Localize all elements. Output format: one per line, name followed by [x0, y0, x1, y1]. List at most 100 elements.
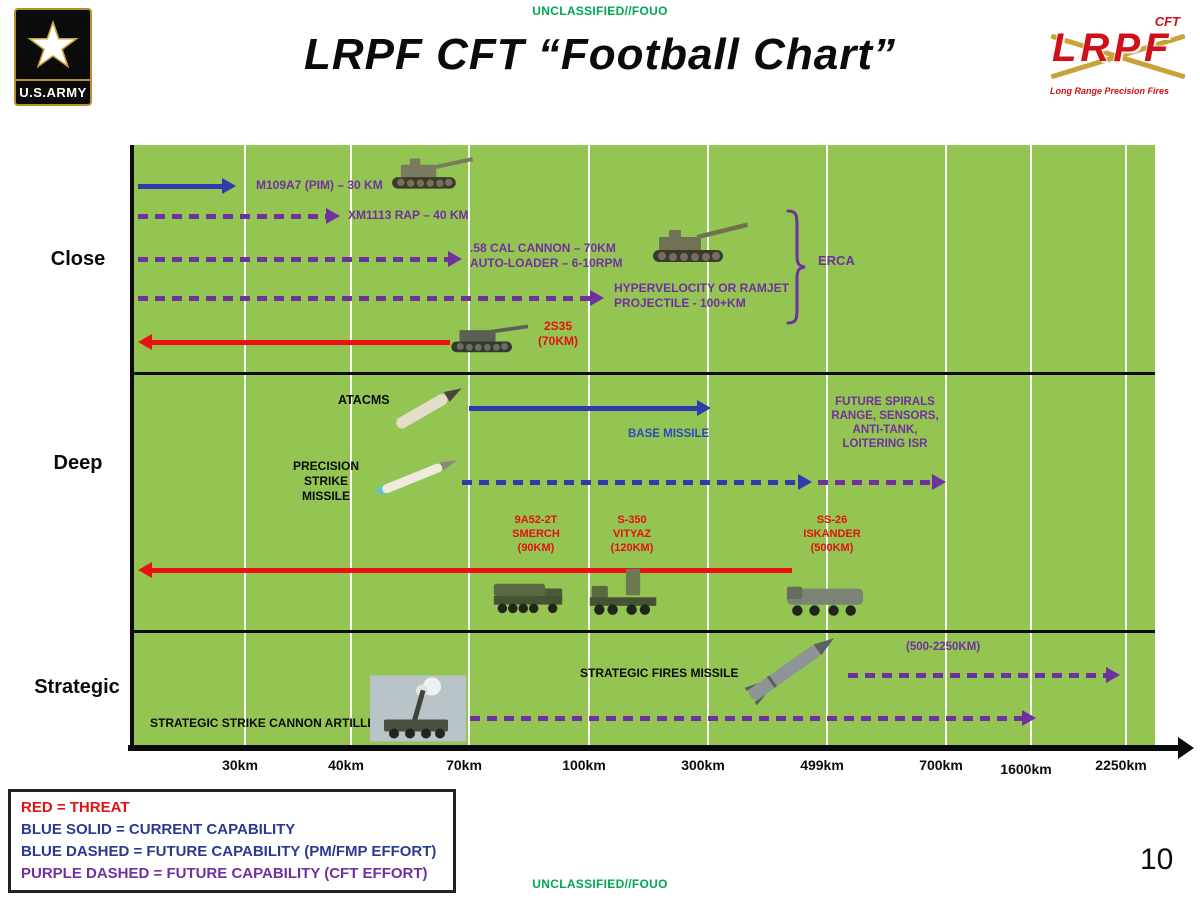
future-spirals-line2: RANGE, SENSORS,	[831, 410, 939, 422]
arrowhead-icon	[798, 474, 812, 490]
strategic-range-label: (500-2250KM)	[906, 641, 981, 653]
future-spirals-line3: ANTI-TANK,	[852, 424, 918, 436]
erca-bracket-icon	[786, 209, 806, 325]
iskander-tel-image	[784, 581, 866, 621]
arrowhead-icon	[448, 251, 462, 267]
arrowhead-icon	[222, 178, 236, 194]
arrow-shaft	[138, 214, 327, 219]
gridline-700km	[945, 145, 947, 746]
ss26-label: SS-26 ISKANDER (500KM)	[790, 513, 874, 555]
football-chart: M109A7 (PIM) – 30 KM XM1113 RAP – 40 KM …	[130, 145, 1155, 746]
future-spirals-label: FUTURE SPIRALS RANGE, SENSORS, ANTI-TANK…	[810, 395, 960, 451]
axis-tick-700km: 700km	[919, 757, 963, 773]
strategic-fires-missile-label: STRATEGIC FIRES MISSILE	[580, 666, 739, 680]
2s35-range: (70KM)	[537, 334, 578, 348]
arrow-shaft	[151, 340, 450, 345]
ss26-line3: (500KM)	[810, 542, 854, 554]
arrowhead-icon	[932, 474, 946, 490]
arrow-shaft	[138, 296, 591, 301]
m109a7-label: M109A7 (PIM) – 30 KM	[256, 178, 383, 192]
2s35-label: 2S35 (70KM)	[518, 319, 598, 349]
strategic-cannon-arrow	[470, 710, 1036, 726]
classification-banner-top: UNCLASSIFIED//FOUO	[532, 4, 668, 18]
page-number: 10	[1140, 843, 1174, 876]
arrowhead-icon	[1106, 667, 1120, 683]
psm-future-spiral-arrow	[818, 474, 946, 490]
cal58-range-arrow	[138, 251, 462, 267]
x-axis	[128, 745, 1180, 751]
strategic-missile-image	[730, 633, 852, 705]
psm-label-line1: PRECISION STRIKE	[292, 459, 359, 488]
base-missile-label: BASE MISSILE	[628, 428, 710, 440]
2s35-threat-arrow	[138, 334, 450, 350]
gridline-1600km	[1030, 145, 1032, 746]
erca-label: ERCA	[818, 253, 855, 268]
arrowhead-icon	[326, 208, 340, 224]
hypervelocity-range-arrow	[138, 290, 604, 306]
ss26-line1: SS-26	[816, 514, 848, 526]
cal58-label: .58 CAL CANNON – 70KM AUTO-LOADER – 6-10…	[470, 241, 622, 271]
2s35-image	[448, 311, 530, 359]
psm-label-line2: MISSILE	[301, 489, 350, 503]
smerch-line3: (90KM)	[517, 542, 555, 554]
smerch-label: 9A52-2T SMERCH (90KM)	[494, 513, 578, 555]
legend-box: RED = THREAT BLUE SOLID = CURRENT CAPABI…	[8, 789, 456, 893]
arrow-shaft	[151, 568, 792, 573]
gridline-30km	[244, 145, 246, 746]
row-label-close: Close	[50, 248, 106, 270]
gridline-70km	[468, 145, 470, 746]
gridline-100km	[588, 145, 590, 746]
army-logo-text: U.S.ARMY	[19, 85, 87, 100]
axis-tick-2250km: 2250km	[1095, 757, 1147, 773]
row-label-deep: Deep	[53, 452, 103, 474]
cannon-artillery-image	[370, 675, 466, 742]
hypervelocity-label: HYPERVELOCITY OR RAMJET PROJECTILE - 100…	[614, 281, 789, 311]
xm1113-label: XM1113 RAP – 40 KM	[348, 208, 469, 222]
m109a7-image	[386, 147, 476, 193]
psm-missile-image	[368, 449, 466, 505]
psm-label: PRECISION STRIKE MISSILE	[276, 459, 376, 504]
deep-threat-arrow	[138, 562, 792, 578]
strategic-cannon-label: STRATEGIC STRIKE CANNON ARTILLERY	[150, 716, 392, 730]
classification-banner-bottom: UNCLASSIFIED//FOUO	[532, 877, 668, 891]
legend-blue-solid: BLUE SOLID = CURRENT CAPABILITY	[21, 821, 296, 838]
smerch-line1: 9A52-2T	[514, 514, 558, 526]
strategic-fires-missile-arrow	[848, 667, 1120, 683]
psm-range-arrow	[462, 474, 812, 490]
arrowhead-icon	[697, 400, 711, 416]
axis-tick-1600km: 1600km	[1000, 761, 1052, 777]
separator-deep-strategic	[134, 630, 1155, 633]
cal58-label-line1: .58 CAL CANNON – 70KM	[470, 241, 616, 255]
row-label-strategic: Strategic	[34, 676, 120, 698]
arrow-shaft	[818, 480, 933, 485]
arrowhead-icon	[138, 334, 152, 350]
m109a7-range-arrow	[138, 178, 236, 194]
separator-close-deep	[134, 372, 1155, 375]
legend-red-threat: RED = THREAT	[21, 799, 130, 816]
lrpf-logo-subtitle: Long Range Precision Fires	[1050, 86, 1170, 96]
atacms-range-arrow	[469, 400, 711, 416]
gridline-40km	[350, 145, 352, 746]
arrow-shaft	[462, 480, 799, 485]
axis-tick-100km: 100km	[562, 757, 606, 773]
atacms-missile-image	[388, 379, 474, 433]
s350-launcher-image	[586, 565, 662, 622]
future-spirals-line1: FUTURE SPIRALS	[835, 396, 935, 408]
gridline-499km	[826, 145, 828, 746]
arrow-shaft	[470, 716, 1023, 721]
lrpf-logo-text: LRPF	[1052, 26, 1173, 70]
s350-line3: (120KM)	[610, 542, 654, 554]
hypervelocity-label-line1: HYPERVELOCITY OR RAMJET	[614, 281, 789, 295]
army-star-icon	[16, 10, 90, 81]
arrow-shaft	[848, 673, 1107, 678]
smerch-line2: SMERCH	[512, 528, 560, 540]
arrow-shaft	[138, 257, 449, 262]
page-title: LRPF CFT “Football Chart”	[303, 30, 897, 79]
arrowhead-icon	[1022, 710, 1036, 726]
x-axis-arrowhead-icon	[1178, 737, 1194, 759]
arrow-shaft	[138, 184, 223, 189]
cal58-label-line2: AUTO-LOADER – 6-10RPM	[470, 256, 623, 270]
hypervelocity-label-line2: PROJECTILE - 100+KM	[614, 296, 746, 310]
legend-blue-dashed: BLUE DASHED = FUTURE CAPABILITY (PM/FMP …	[21, 843, 437, 860]
